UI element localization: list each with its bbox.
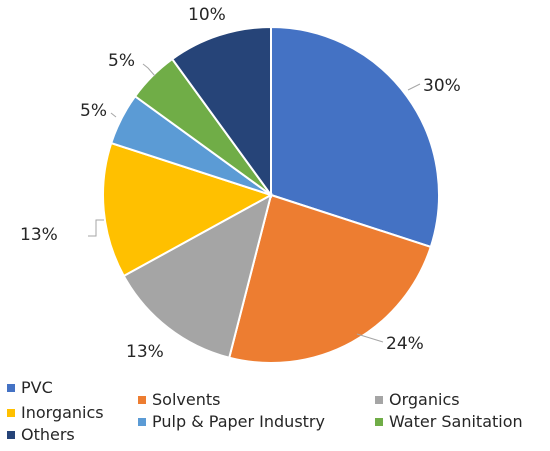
leader-line-pvc (407, 83, 421, 91)
legend-label-pulp-paper: Pulp & Paper Industry (152, 412, 325, 431)
data-label-pvc: 30% (423, 76, 461, 96)
legend-item-pulp-paper: Pulp & Paper Industry (138, 412, 325, 431)
legend-swatch-pvc (7, 383, 15, 392)
legend-swatch-water-sanitation (375, 417, 383, 426)
data-label-water-sanitation: 5% (108, 51, 135, 71)
data-label-pulp-and-paper-industry: 5% (80, 101, 107, 121)
data-label-organics: 13% (126, 342, 164, 362)
pie-slice-others (170, 25, 272, 199)
pie-slices (102, 25, 441, 364)
legend-label-others: Others (21, 425, 75, 444)
pie-chart: 30% 24% 13% 13% 5% 5% 10% (20, 5, 461, 364)
legend-swatch-organics (375, 395, 383, 404)
legend-item-others: Others (7, 425, 75, 444)
legend-item-organics: Organics (375, 390, 460, 409)
legend-label-pvc: PVC (21, 378, 53, 397)
pie-slice-inorganics (102, 141, 274, 278)
pie-slice-organics (122, 193, 273, 359)
legend-item-inorganics: Inorganics (7, 403, 104, 422)
legend-swatch-inorganics (7, 408, 15, 417)
legend-label-water-sanitation: Water Sanitation (389, 412, 523, 431)
leader-line-solvents (356, 333, 384, 343)
legend-item-solvents: Solvents (138, 390, 220, 409)
leader-line-pulp-and-paper-industry (110, 112, 117, 118)
pie-slice-pvc (270, 25, 441, 249)
legend-swatch-solvents (138, 395, 146, 404)
legend-label-solvents: Solvents (152, 390, 221, 409)
leader-line-inorganics (88, 219, 104, 237)
data-label-others: 10% (188, 5, 226, 25)
data-labels: 30% 24% 13% 13% 5% 5% 10% (20, 5, 461, 362)
legend-swatch-pulp-paper (138, 417, 146, 426)
data-label-solvents: 24% (386, 334, 424, 354)
legend-label-inorganics: Inorganics (21, 403, 104, 422)
legend-swatch-others (7, 430, 15, 439)
leader-line-water-sanitation (142, 63, 156, 77)
pie-slice-solvents (228, 193, 433, 364)
legend-item-pvc: PVC (7, 378, 53, 397)
data-label-inorganics: 13% (20, 225, 58, 245)
legend: PVC Solvents Organics Inorganics Pulp & … (7, 372, 547, 448)
leader-lines (88, 63, 421, 343)
legend-label-organics: Organics (389, 390, 460, 409)
legend-item-water-sanitation: Water Sanitation (375, 412, 523, 431)
